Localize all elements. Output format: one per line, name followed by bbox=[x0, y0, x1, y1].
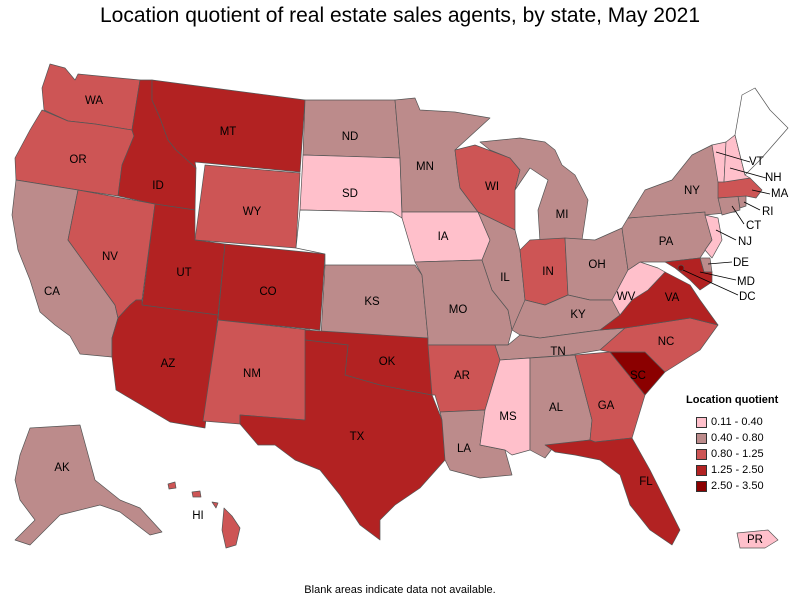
label-wa: WA bbox=[85, 95, 103, 107]
label-ri: RI bbox=[762, 206, 774, 218]
label-nv: NV bbox=[102, 251, 118, 263]
label-vt: VT bbox=[749, 156, 764, 168]
label-nj: NJ bbox=[738, 236, 752, 248]
legend-swatch-2 bbox=[696, 432, 707, 444]
label-ok: OK bbox=[379, 356, 396, 368]
label-nd: ND bbox=[342, 131, 359, 143]
legend-label-1: 0.11 - 0.40 bbox=[711, 416, 763, 428]
state-mt[interactable] bbox=[151, 79, 306, 173]
state-sd[interactable] bbox=[299, 154, 403, 219]
label-pa: PA bbox=[659, 236, 674, 248]
state-hi[interactable] bbox=[167, 481, 241, 549]
map-legend: Location quotient 0.11 - 0.40 0.40 - 0.8… bbox=[686, 394, 796, 494]
legend-label-4: 1.25 - 2.50 bbox=[711, 464, 764, 476]
footnote: Blank areas indicate data not available. bbox=[304, 584, 496, 596]
map-title: Location quotient of real estate sales a… bbox=[99, 4, 701, 27]
label-de: DE bbox=[733, 257, 749, 269]
label-ia: IA bbox=[438, 231, 449, 243]
label-mt: MT bbox=[220, 126, 237, 138]
label-ut: UT bbox=[176, 267, 191, 279]
label-ct: CT bbox=[746, 220, 761, 232]
legend-label-3: 0.80 - 1.25 bbox=[711, 448, 764, 460]
state-nd[interactable] bbox=[302, 99, 401, 159]
label-ca: CA bbox=[44, 286, 60, 298]
legend-item-1: 0.11 - 0.40 bbox=[686, 414, 796, 430]
label-leaders bbox=[682, 151, 771, 296]
label-la: LA bbox=[457, 443, 471, 455]
label-mn: MN bbox=[416, 161, 434, 173]
label-va: VA bbox=[665, 292, 680, 304]
label-ks: KS bbox=[364, 296, 380, 308]
label-md: MD bbox=[737, 276, 755, 288]
legend-swatch-5 bbox=[696, 480, 707, 492]
label-nc: NC bbox=[658, 336, 675, 348]
label-nm: NM bbox=[243, 368, 261, 380]
legend-label-2: 0.40 - 0.80 bbox=[711, 432, 764, 444]
legend-swatch-3 bbox=[696, 448, 707, 460]
label-pr: PR bbox=[747, 534, 763, 546]
label-ky: KY bbox=[570, 309, 586, 321]
state-fl[interactable] bbox=[544, 437, 681, 546]
label-in: IN bbox=[542, 266, 554, 278]
label-hi: HI bbox=[192, 510, 204, 522]
label-dc: DC bbox=[739, 291, 756, 303]
legend-item-4: 1.25 - 2.50 bbox=[686, 462, 796, 478]
label-fl: FL bbox=[639, 476, 653, 488]
label-co: CO bbox=[259, 286, 276, 298]
state-nj[interactable] bbox=[704, 214, 723, 259]
label-wi: WI bbox=[485, 181, 499, 193]
state-pr[interactable] bbox=[736, 529, 779, 549]
state-dc[interactable] bbox=[677, 264, 685, 272]
label-id: ID bbox=[152, 180, 164, 192]
state-ak[interactable] bbox=[14, 424, 163, 546]
state-wi[interactable] bbox=[454, 144, 521, 231]
label-ga: GA bbox=[598, 400, 615, 412]
legend-swatch-1 bbox=[696, 416, 707, 428]
state-labels: WA OR CA NV ID MT WY UT AZ CO NM TX OK K… bbox=[44, 95, 789, 546]
label-mi: MI bbox=[556, 209, 569, 221]
label-sc: SC bbox=[630, 370, 646, 382]
state-md[interactable] bbox=[664, 257, 713, 291]
label-az: AZ bbox=[161, 358, 176, 370]
legend-item-2: 0.40 - 0.80 bbox=[686, 430, 796, 446]
state-ct[interactable] bbox=[717, 195, 741, 216]
label-wv: WV bbox=[617, 291, 636, 303]
label-ar: AR bbox=[454, 370, 470, 382]
label-mo: MO bbox=[449, 304, 468, 316]
label-ak: AK bbox=[54, 462, 70, 474]
label-sd: SD bbox=[342, 188, 358, 200]
label-tx: TX bbox=[350, 431, 365, 443]
label-al: AL bbox=[549, 402, 564, 414]
label-tn: TN bbox=[550, 346, 565, 358]
label-wy: WY bbox=[243, 206, 262, 218]
legend-title: Location quotient bbox=[686, 394, 779, 406]
label-ms: MS bbox=[499, 411, 517, 423]
label-ny: NY bbox=[684, 185, 700, 197]
label-or: OR bbox=[69, 154, 86, 166]
legend-item-3: 0.80 - 1.25 bbox=[686, 446, 796, 462]
label-nh: NH bbox=[765, 172, 782, 184]
legend-swatch-4 bbox=[696, 464, 707, 476]
legend-item-5: 2.50 - 3.50 bbox=[686, 478, 796, 494]
state-tx[interactable] bbox=[239, 339, 446, 541]
state-co[interactable] bbox=[217, 243, 326, 331]
legend-label-5: 2.50 - 3.50 bbox=[711, 480, 764, 492]
label-oh: OH bbox=[588, 259, 605, 271]
label-il: IL bbox=[500, 272, 510, 284]
label-ma: MA bbox=[771, 188, 789, 200]
